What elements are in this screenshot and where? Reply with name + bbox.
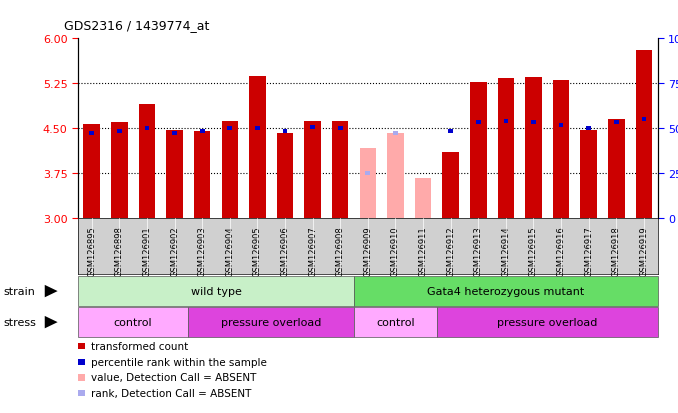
Bar	[365, 171, 370, 176]
Bar	[277, 134, 294, 219]
Bar	[504, 120, 508, 124]
Bar	[228, 127, 232, 131]
Bar	[586, 127, 591, 131]
Bar	[166, 131, 183, 219]
Bar	[470, 83, 487, 219]
Text: percentile rank within the sample: percentile rank within the sample	[91, 357, 266, 367]
Bar	[89, 132, 94, 136]
Bar	[393, 132, 398, 136]
Text: control: control	[376, 317, 415, 328]
Bar	[448, 130, 453, 134]
Bar	[415, 179, 431, 219]
Text: strain: strain	[3, 286, 35, 297]
Bar	[580, 131, 597, 219]
Text: wild type: wild type	[191, 286, 241, 297]
Bar	[498, 79, 514, 219]
Bar	[117, 130, 121, 134]
Bar	[614, 121, 618, 125]
Bar	[387, 134, 403, 219]
Text: rank, Detection Call = ABSENT: rank, Detection Call = ABSENT	[91, 388, 251, 398]
Bar	[144, 127, 149, 131]
Bar	[553, 81, 570, 219]
Bar	[304, 122, 321, 219]
Bar	[531, 121, 536, 125]
Bar	[525, 78, 542, 219]
Bar	[641, 118, 646, 122]
Bar	[338, 127, 342, 131]
Text: GDS2316 / 1439774_at: GDS2316 / 1439774_at	[64, 19, 210, 31]
Text: transformed count: transformed count	[91, 341, 188, 351]
Text: stress: stress	[3, 317, 36, 328]
Bar	[255, 127, 260, 131]
Text: pressure overload: pressure overload	[497, 317, 597, 328]
Bar	[194, 132, 210, 219]
Bar	[200, 130, 205, 134]
Bar	[559, 124, 563, 128]
Bar	[111, 123, 127, 219]
Bar	[442, 153, 459, 219]
Text: control: control	[114, 317, 153, 328]
Bar	[222, 122, 238, 219]
Bar	[249, 77, 266, 219]
Bar	[283, 130, 287, 134]
Bar	[311, 126, 315, 130]
Bar	[359, 148, 376, 219]
Bar	[332, 122, 348, 219]
Bar	[476, 121, 481, 125]
Text: value, Detection Call = ABSENT: value, Detection Call = ABSENT	[91, 373, 256, 382]
Bar	[172, 132, 177, 136]
Bar	[83, 124, 100, 219]
Bar	[608, 120, 624, 219]
Text: Gata4 heterozygous mutant: Gata4 heterozygous mutant	[427, 286, 584, 297]
Bar	[139, 105, 155, 219]
Text: pressure overload: pressure overload	[221, 317, 321, 328]
Bar	[635, 51, 652, 219]
